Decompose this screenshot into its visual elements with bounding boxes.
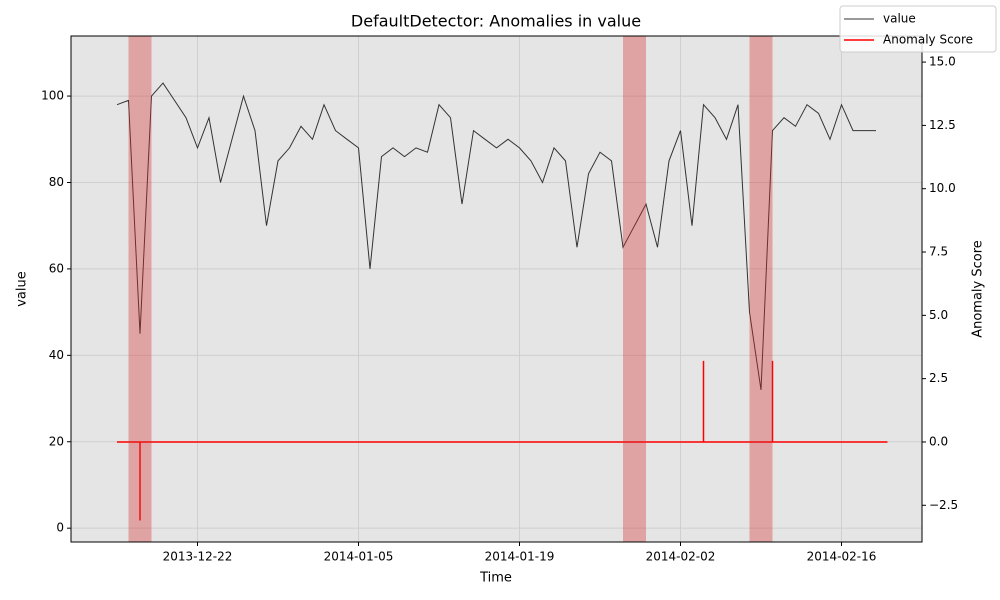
plot-frame xyxy=(70,35,923,543)
y-axis-label: value xyxy=(15,271,30,307)
chart-title: DefaultDetector: Anomalies in value xyxy=(351,12,641,31)
y2-tick-label: 0.0 xyxy=(929,434,948,448)
x-tick-label: 2013-12-22 xyxy=(163,550,233,564)
x-tick-label: 2014-02-16 xyxy=(807,550,877,564)
y2-tick-label: 15.0 xyxy=(929,55,956,69)
y-tick-label: 40 xyxy=(49,348,64,362)
y2-tick-label: 10.0 xyxy=(929,181,956,195)
legend-label: value xyxy=(883,12,916,26)
anomaly-window xyxy=(128,36,152,542)
legend-label: Anomaly Score xyxy=(883,33,973,47)
y2-tick-label: 5.0 xyxy=(929,308,948,322)
y2-tick-label: 2.5 xyxy=(929,371,948,385)
y2-axis-label: Anomaly Score xyxy=(971,240,986,338)
x-tick-label: 2014-01-19 xyxy=(485,550,555,564)
y-tick-label: 20 xyxy=(49,434,64,448)
legend-box xyxy=(839,5,997,53)
y-tick-label: 60 xyxy=(49,261,64,275)
y2-tick-label: 7.5 xyxy=(929,245,948,259)
x-tick-label: 2014-01-05 xyxy=(324,550,394,564)
y2-tick-label: −2.5 xyxy=(929,498,958,512)
anomaly-window xyxy=(749,36,773,542)
plot-area xyxy=(71,36,922,542)
series-line xyxy=(117,360,888,521)
y-tick-label: 100 xyxy=(41,89,64,103)
y-tick-label: 0 xyxy=(56,521,64,535)
y-tick-label: 80 xyxy=(49,175,64,189)
x-axis-label: Time xyxy=(479,571,512,586)
anomaly-window xyxy=(623,36,646,542)
series-line xyxy=(116,82,876,390)
x-tick-label: 2014-02-02 xyxy=(646,550,716,564)
y2-tick-label: 12.5 xyxy=(929,118,956,132)
